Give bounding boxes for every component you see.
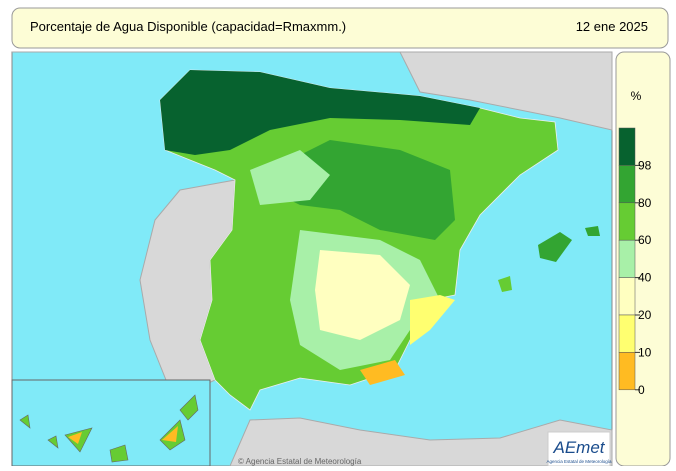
legend-label: 40: [638, 271, 652, 285]
legend-swatch: [619, 352, 635, 389]
credit: © Agencia Estatal de Meteorología: [238, 457, 362, 466]
legend-label: 80: [638, 196, 652, 210]
legend-swatch: [619, 128, 635, 165]
legend-swatch: [619, 315, 635, 352]
date: 12 ene 2025: [576, 19, 648, 34]
legend: % 98 80 60 40 20 10 0: [616, 52, 670, 466]
legend-label: 20: [638, 308, 652, 322]
legend-swatch: [619, 240, 635, 277]
map: © Agencia Estatal de Meteorología AEmet …: [12, 52, 612, 466]
logo-subtitle: Agencia Estatal de Meteorología: [546, 459, 612, 464]
legend-label: 10: [638, 345, 652, 359]
legend-unit: %: [631, 89, 642, 103]
logo: AEmet: [552, 438, 605, 457]
title: Porcentaje de Agua Disponible (capacidad…: [30, 19, 346, 34]
legend-label: 0: [638, 383, 645, 397]
legend-label: 60: [638, 233, 652, 247]
legend-swatch: [619, 165, 635, 202]
legend-swatch: [619, 278, 635, 315]
legend-label: 98: [638, 158, 652, 172]
page: Porcentaje de Agua Disponible (capacidad…: [0, 0, 676, 466]
legend-swatch: [619, 203, 635, 240]
